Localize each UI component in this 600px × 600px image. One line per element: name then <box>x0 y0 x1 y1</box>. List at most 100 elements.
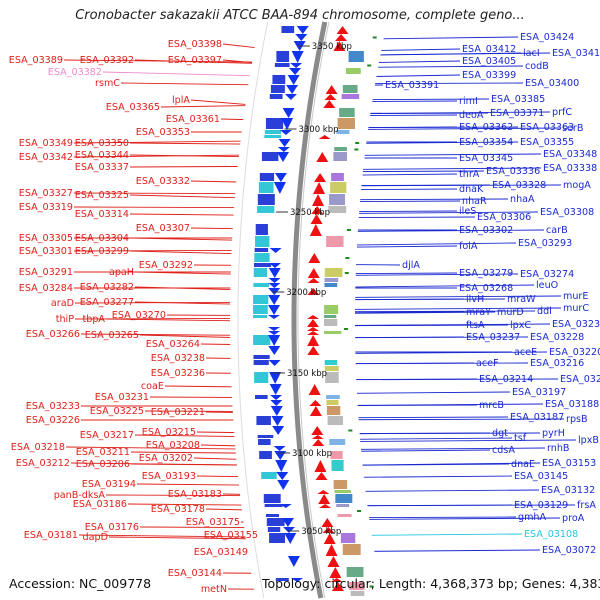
gene-label-left[interactable]: ESA_03181 <box>24 530 78 541</box>
gene-label-left[interactable]: metN <box>201 584 227 595</box>
gene-label-right[interactable]: ESA_03293 <box>518 238 572 249</box>
gene-label-left[interactable]: ESA_03319 <box>19 202 73 213</box>
gene-label-left[interactable]: ESA_03211 <box>76 447 130 458</box>
gene-label-right[interactable]: codB <box>525 61 549 72</box>
gene-label-left[interactable]: ESA_03292 <box>139 260 193 271</box>
gene-label-right[interactable]: rpsB <box>566 414 588 425</box>
gene-label-right[interactable]: ESA_03338 <box>543 163 597 174</box>
gene-label-right[interactable]: tsf <box>514 433 527 444</box>
gene-label-left[interactable]: tbpA <box>82 314 105 325</box>
gene-label-right[interactable]: ESA_03308 <box>540 207 594 218</box>
gene-label-right[interactable]: ESA_03371 <box>490 108 544 119</box>
gene-label-right[interactable]: ESA_03145 <box>514 471 568 482</box>
gene-label-left[interactable]: ESA_03307 <box>136 223 190 234</box>
gene-label-left[interactable]: ESA_03392 <box>80 55 134 66</box>
gene-label-left[interactable]: ESA_03236 <box>151 368 205 379</box>
gene-label-right[interactable]: ESA_03072 <box>542 545 596 556</box>
gene-label-right[interactable]: ilvH <box>466 294 484 305</box>
gene-label-right[interactable]: frsA <box>577 500 596 511</box>
gene-label-right[interactable]: dnaK <box>459 184 484 195</box>
gene-label-right[interactable]: ESA_03239 <box>552 319 600 330</box>
gene-label-left[interactable]: ESA_03361 <box>166 114 220 125</box>
gene-label-right[interactable]: ESA_03328 <box>492 180 546 191</box>
gene-label-right[interactable]: gmhA <box>518 512 547 523</box>
gene-label-right[interactable]: ESA_03302 <box>459 225 513 236</box>
gene-label-left[interactable]: apaH <box>109 267 134 278</box>
gene-label-right[interactable]: ddl <box>537 306 552 317</box>
gene-label-right[interactable]: ESA_03228 <box>530 332 584 343</box>
gene-label-right[interactable]: prfC <box>552 107 572 118</box>
gene-label-left[interactable]: thiP <box>56 314 75 325</box>
gene-label-right[interactable]: aceF <box>476 358 499 369</box>
gene-label-left[interactable]: ESA_03277 <box>80 297 134 308</box>
gene-label-left[interactable]: rsmC <box>95 78 120 89</box>
gene-label-left[interactable]: ESA_03337 <box>75 162 129 173</box>
gene-label-right[interactable]: ESA_03188 <box>545 399 599 410</box>
gene-label-right[interactable]: murD <box>497 307 524 318</box>
gene-label-right[interactable]: ESA_03216 <box>530 358 584 369</box>
gene-label-right[interactable]: ESA_03348 <box>543 149 597 160</box>
gene-label-right[interactable]: ESA_03129 <box>514 500 568 511</box>
gene-label-left[interactable]: ESA_03389 <box>9 55 63 66</box>
gene-label-right[interactable]: leuO <box>536 280 559 291</box>
gene-label-left[interactable]: ESA_03265 <box>85 330 139 341</box>
gene-label-left[interactable]: ESA_03238 <box>151 353 205 364</box>
gene-label-left[interactable]: ESA_03344 <box>75 150 129 161</box>
gene-label-left[interactable]: ESA_03325 <box>75 190 129 201</box>
gene-label-left[interactable]: ESA_03398 <box>168 39 222 50</box>
gene-label-right[interactable]: nhaR <box>462 196 487 207</box>
gene-label-left[interactable]: ESA_03155 <box>204 530 258 541</box>
gene-label-right[interactable]: ESA_03391 <box>385 80 439 91</box>
gene-label-right[interactable]: nhaA <box>510 194 535 205</box>
gene-label-right[interactable]: ESA_03363 <box>520 122 574 133</box>
gene-label-left[interactable]: ESA_03342 <box>19 152 73 163</box>
gene-label-left[interactable]: ESA_03212 <box>16 458 70 469</box>
gene-label-right[interactable]: ESA_03399 <box>462 70 516 81</box>
gene-label-left[interactable]: lplA <box>172 95 190 106</box>
gene-label-left[interactable]: ESA_03291 <box>19 267 73 278</box>
gene-label-right[interactable]: mraY <box>466 307 491 318</box>
gene-label-right[interactable]: lacI <box>523 48 540 59</box>
gene-label-left[interactable]: ESA_03327 <box>19 188 73 199</box>
gene-label-right[interactable]: murE <box>563 291 588 302</box>
gene-label-left[interactable]: ESA_03206 <box>76 459 130 470</box>
gene-label-right[interactable]: ESA_03187 <box>510 412 564 423</box>
gene-label-left[interactable]: ESA_03215 <box>142 427 196 438</box>
gene-label-left[interactable]: ESA_03217 <box>80 430 134 441</box>
gene-label-right[interactable]: pyrH <box>542 428 565 439</box>
gene-label-right[interactable]: cdsA <box>492 445 515 456</box>
gene-label-right[interactable]: ESA_03274 <box>520 269 574 280</box>
gene-label-right[interactable]: ESA_03345 <box>459 153 513 164</box>
gene-label-left[interactable]: ESA_03175 <box>186 517 240 528</box>
gene-label-right[interactable]: rnhB <box>547 443 570 454</box>
gene-label-right[interactable]: dgt <box>492 428 508 439</box>
gene-label-right[interactable]: ESA_03385 <box>491 94 545 105</box>
gene-label-right[interactable]: carB <box>546 225 568 236</box>
gene-label-left[interactable]: ESA_03183 <box>168 489 222 500</box>
gene-label-right[interactable]: murC <box>563 303 589 314</box>
gene-label-left[interactable]: ESA_03382 <box>48 67 102 78</box>
gene-label-right[interactable]: ESA_03306 <box>477 212 531 223</box>
gene-label-right[interactable]: ESA_03405 <box>462 56 516 67</box>
gene-label-left[interactable]: dapD <box>83 532 108 543</box>
gene-label-left[interactable]: ESA_03194 <box>82 479 136 490</box>
gene-label-left[interactable]: ESA_03144 <box>168 568 222 579</box>
gene-label-right[interactable]: mrcB <box>479 400 504 411</box>
gene-label-left[interactable]: ESA_03353 <box>136 127 190 138</box>
gene-label-left[interactable]: ESA_03332 <box>136 176 190 187</box>
gene-label-right[interactable]: ESA_03220 <box>549 347 600 358</box>
gene-label-right[interactable]: ESA_03279 <box>459 268 513 279</box>
gene-label-right[interactable]: ESA_03400 <box>525 78 579 89</box>
gene-label-right[interactable]: ESA_03268 <box>459 283 513 294</box>
gene-label-right[interactable]: lpxC <box>510 320 531 331</box>
gene-label-left[interactable]: ESA_03149 <box>194 547 248 558</box>
gene-label-left[interactable]: panB-dksA <box>54 490 106 501</box>
gene-label-left[interactable]: ESA_03208 <box>146 440 200 451</box>
gene-label-right[interactable]: aceE <box>514 347 537 358</box>
gene-label-left[interactable]: ESA_03202 <box>139 453 193 464</box>
gene-label-left[interactable]: ESA_03193 <box>142 471 196 482</box>
gene-label-right[interactable]: serB <box>562 123 583 134</box>
gene-label-right[interactable]: djlA <box>402 260 420 271</box>
gene-label-left[interactable]: ESA_03397 <box>168 55 222 66</box>
